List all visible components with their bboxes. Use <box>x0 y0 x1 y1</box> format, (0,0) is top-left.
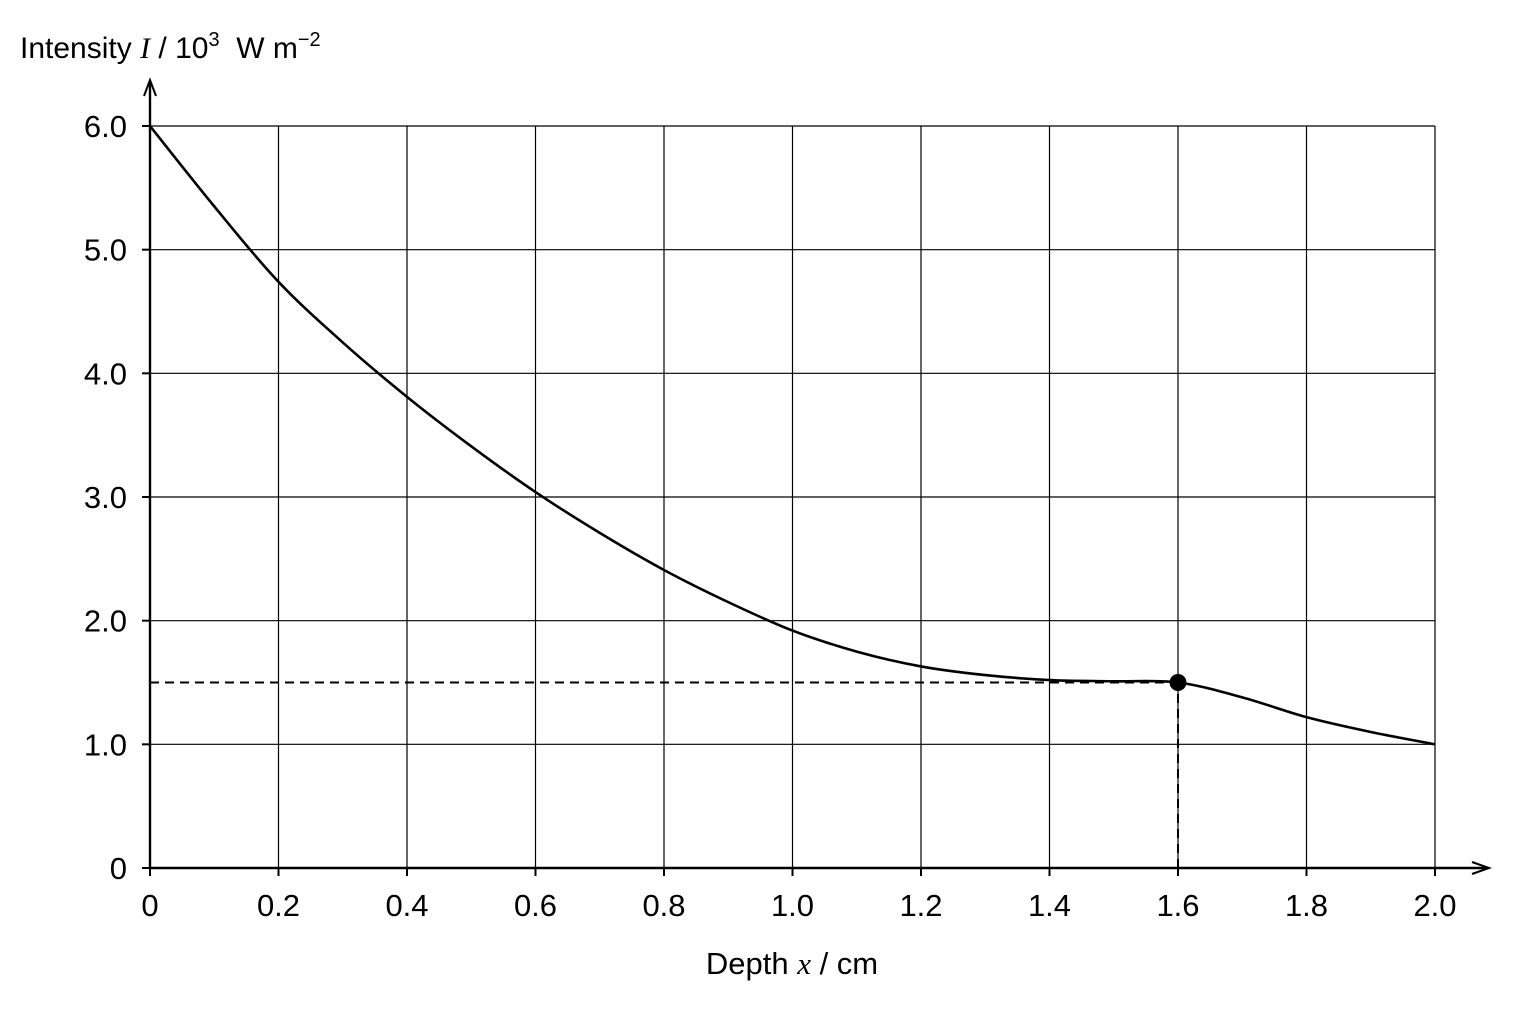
tick-labels: 0 0.2 0.4 0.6 0.8 1.0 1.2 1.4 1.6 1.8 2.0 0 1.0 2.0 3.… <box>84 109 1457 923</box>
x-tick-label: 0.8 <box>642 888 685 923</box>
intensity-curve <box>148 125 1436 746</box>
x-tick-label: 2.0 <box>1413 888 1456 923</box>
y-axis-exp-b: −2 <box>298 29 321 51</box>
x-axis-label: Depth x / cm <box>706 946 878 981</box>
x-tick-label: 0.4 <box>385 888 428 923</box>
x-tick-label: 0.6 <box>514 888 557 923</box>
guide-lines <box>150 681 1179 868</box>
y-axis-label-prefix: Intensity <box>20 32 140 65</box>
y-tick-label: 4.0 <box>84 356 127 391</box>
y-tick-label: 0 <box>110 851 127 886</box>
axes <box>143 77 1493 875</box>
x-axis-symbol: x <box>796 946 811 981</box>
series-layer <box>148 125 1436 746</box>
x-tick-label: 1.2 <box>899 888 942 923</box>
x-tick-label: 1.6 <box>1156 888 1199 923</box>
y-axis-exp-a: 3 <box>208 29 219 51</box>
x-axis-label-prefix: Depth <box>706 946 797 981</box>
y-axis-unit-a: / 10 <box>150 32 208 65</box>
y-axis-arrow <box>143 77 157 97</box>
y-tick-label: 2.0 <box>84 604 127 639</box>
y-tick-label: 5.0 <box>84 233 127 268</box>
grid <box>150 125 1436 868</box>
y-tick-label: 3.0 <box>84 480 127 515</box>
y-axis-unit-b: W m <box>220 32 298 65</box>
y-axis-label: Intensity I / 103 W m−2 <box>20 29 321 65</box>
x-tick-label: 1.8 <box>1285 888 1328 923</box>
x-axis-arrow <box>1471 861 1493 875</box>
marked-point <box>1169 674 1187 691</box>
x-tick-label: 0 <box>141 888 158 923</box>
y-tick-label: 1.0 <box>84 727 127 762</box>
x-axis-label-suffix: / cm <box>811 946 878 981</box>
y-tick-label: 6.0 <box>84 109 127 144</box>
y-axis-symbol: I <box>139 32 152 65</box>
x-tick-label: 1.4 <box>1028 888 1071 923</box>
x-tick-label: 1.0 <box>771 888 814 923</box>
x-tick-label: 0.2 <box>257 888 300 923</box>
